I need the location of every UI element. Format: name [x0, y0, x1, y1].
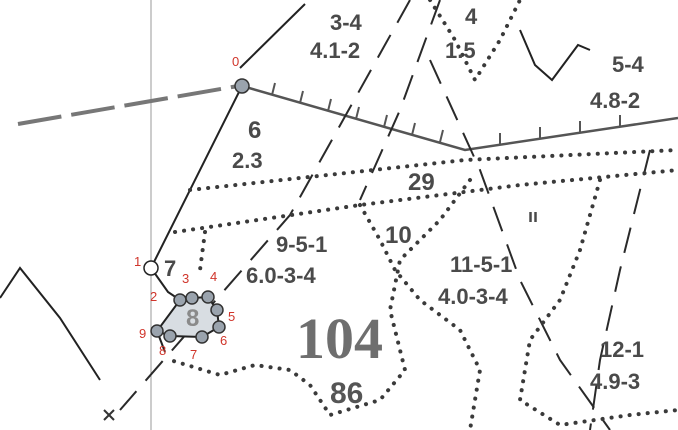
parcel-label-number: 7	[164, 256, 176, 281]
vertex-label: 4	[210, 269, 217, 284]
vertex-labels: 0 1 2 3 4 5 6 7 8 9	[134, 54, 239, 362]
dotted-boundary-6	[168, 178, 472, 418]
vertex-label: 3	[182, 271, 189, 286]
parcel-label-number: 9-5-1	[276, 232, 327, 257]
parcel-label-stats: 4.8-2	[590, 88, 640, 113]
parcel-label-number: 3-4	[330, 10, 363, 35]
vertex-2	[173, 293, 187, 307]
dotted-boundary-1	[188, 148, 678, 192]
vertex-5	[210, 303, 224, 317]
vertex-label: 1	[134, 254, 141, 269]
dashed-line-d	[359, 0, 441, 201]
parcel-label-number: 6	[248, 117, 261, 144]
road-line-top	[239, 3, 306, 69]
vertex-markers	[143, 78, 250, 344]
block-number: 104	[296, 306, 383, 371]
parcel-labels: 3-4 4.1-2 4 1.5 5-4 4.8-2 6 2.3 29 10 9-…	[164, 4, 645, 394]
vertex-4	[201, 290, 215, 304]
vertex-label: 7	[190, 347, 197, 362]
parcel-label-stats: 6.0-3-4	[246, 263, 316, 288]
parcel-label-stats: 4.1-2	[310, 38, 360, 63]
stream-line	[519, 29, 591, 82]
block-subnumber: 86	[330, 377, 363, 410]
dotted-boundary-3	[428, 0, 522, 85]
parcel-label-stats: 2.3	[232, 148, 263, 173]
parcel-label-mark: ıı	[528, 206, 538, 226]
parcel-label-number: 5-4	[612, 52, 645, 77]
parcel-label-number: 29	[408, 169, 435, 196]
vertex-label: 0	[232, 54, 239, 69]
parcel-label-number: 12-1	[600, 337, 644, 362]
dotted-boundary-4	[198, 230, 207, 272]
dashed-line-a	[119, 0, 411, 411]
vertex-7	[195, 330, 209, 344]
plot-edge-0-1	[150, 85, 243, 269]
vertex-label: 6	[220, 333, 227, 348]
parcel-label-number: 11-5-1	[450, 252, 512, 277]
parcel-label-number: 10	[385, 222, 412, 249]
parcel-label-stats: 4.0-3-4	[438, 284, 508, 309]
road-line-left	[0, 266, 101, 381]
vertex-0	[234, 78, 250, 94]
dashed-line-c	[589, 149, 651, 430]
vertex-label: 2	[150, 289, 157, 304]
vertex-label: 9	[139, 326, 146, 341]
cross-marks	[103, 409, 115, 421]
parcel-label-stats: 4.9-3	[590, 369, 640, 394]
compartment-boundary-ticked	[241, 84, 678, 152]
vertex-8	[163, 329, 177, 343]
vertex-label: 5	[228, 309, 235, 324]
parcel-label-number: 4	[465, 4, 478, 29]
dotted-boundary-5	[358, 203, 483, 430]
vertex-6	[212, 320, 226, 334]
compartment-boundary-dashed	[17, 84, 239, 126]
dashed-line-b	[429, 59, 611, 430]
vertex-label: 8	[159, 343, 166, 358]
dotted-boundary-7	[517, 178, 678, 428]
vertex-3	[185, 291, 199, 305]
parcel-label-stats: 1.5	[445, 38, 476, 63]
boundary-ticks	[271, 82, 621, 145]
dotted-boundary-2	[173, 168, 678, 234]
vertex-1	[143, 260, 159, 276]
vertex-9	[150, 324, 164, 338]
parcel-label-number: 8	[186, 305, 199, 332]
